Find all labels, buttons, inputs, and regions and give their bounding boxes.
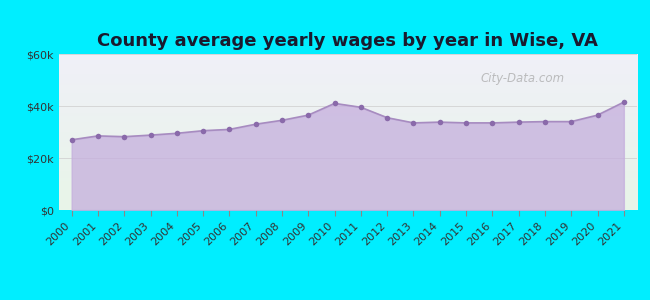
Point xyxy=(514,120,524,124)
Point xyxy=(540,119,550,124)
Point xyxy=(250,122,261,127)
Point xyxy=(488,121,498,125)
Point xyxy=(66,137,77,142)
Point xyxy=(592,113,603,118)
Point xyxy=(277,118,287,123)
Point xyxy=(330,101,340,106)
Text: City-Data.com: City-Data.com xyxy=(481,73,565,85)
Point xyxy=(435,120,445,124)
Point xyxy=(619,100,629,104)
Point xyxy=(461,121,471,125)
Title: County average yearly wages by year in Wise, VA: County average yearly wages by year in W… xyxy=(98,32,598,50)
Point xyxy=(172,131,182,136)
Point xyxy=(146,133,156,137)
Point xyxy=(566,119,577,124)
Point xyxy=(119,134,129,139)
Point xyxy=(382,115,393,120)
Point xyxy=(303,113,313,118)
Point xyxy=(224,127,235,132)
Point xyxy=(408,121,419,125)
Point xyxy=(93,134,103,138)
Point xyxy=(198,128,208,133)
Point xyxy=(356,105,366,110)
